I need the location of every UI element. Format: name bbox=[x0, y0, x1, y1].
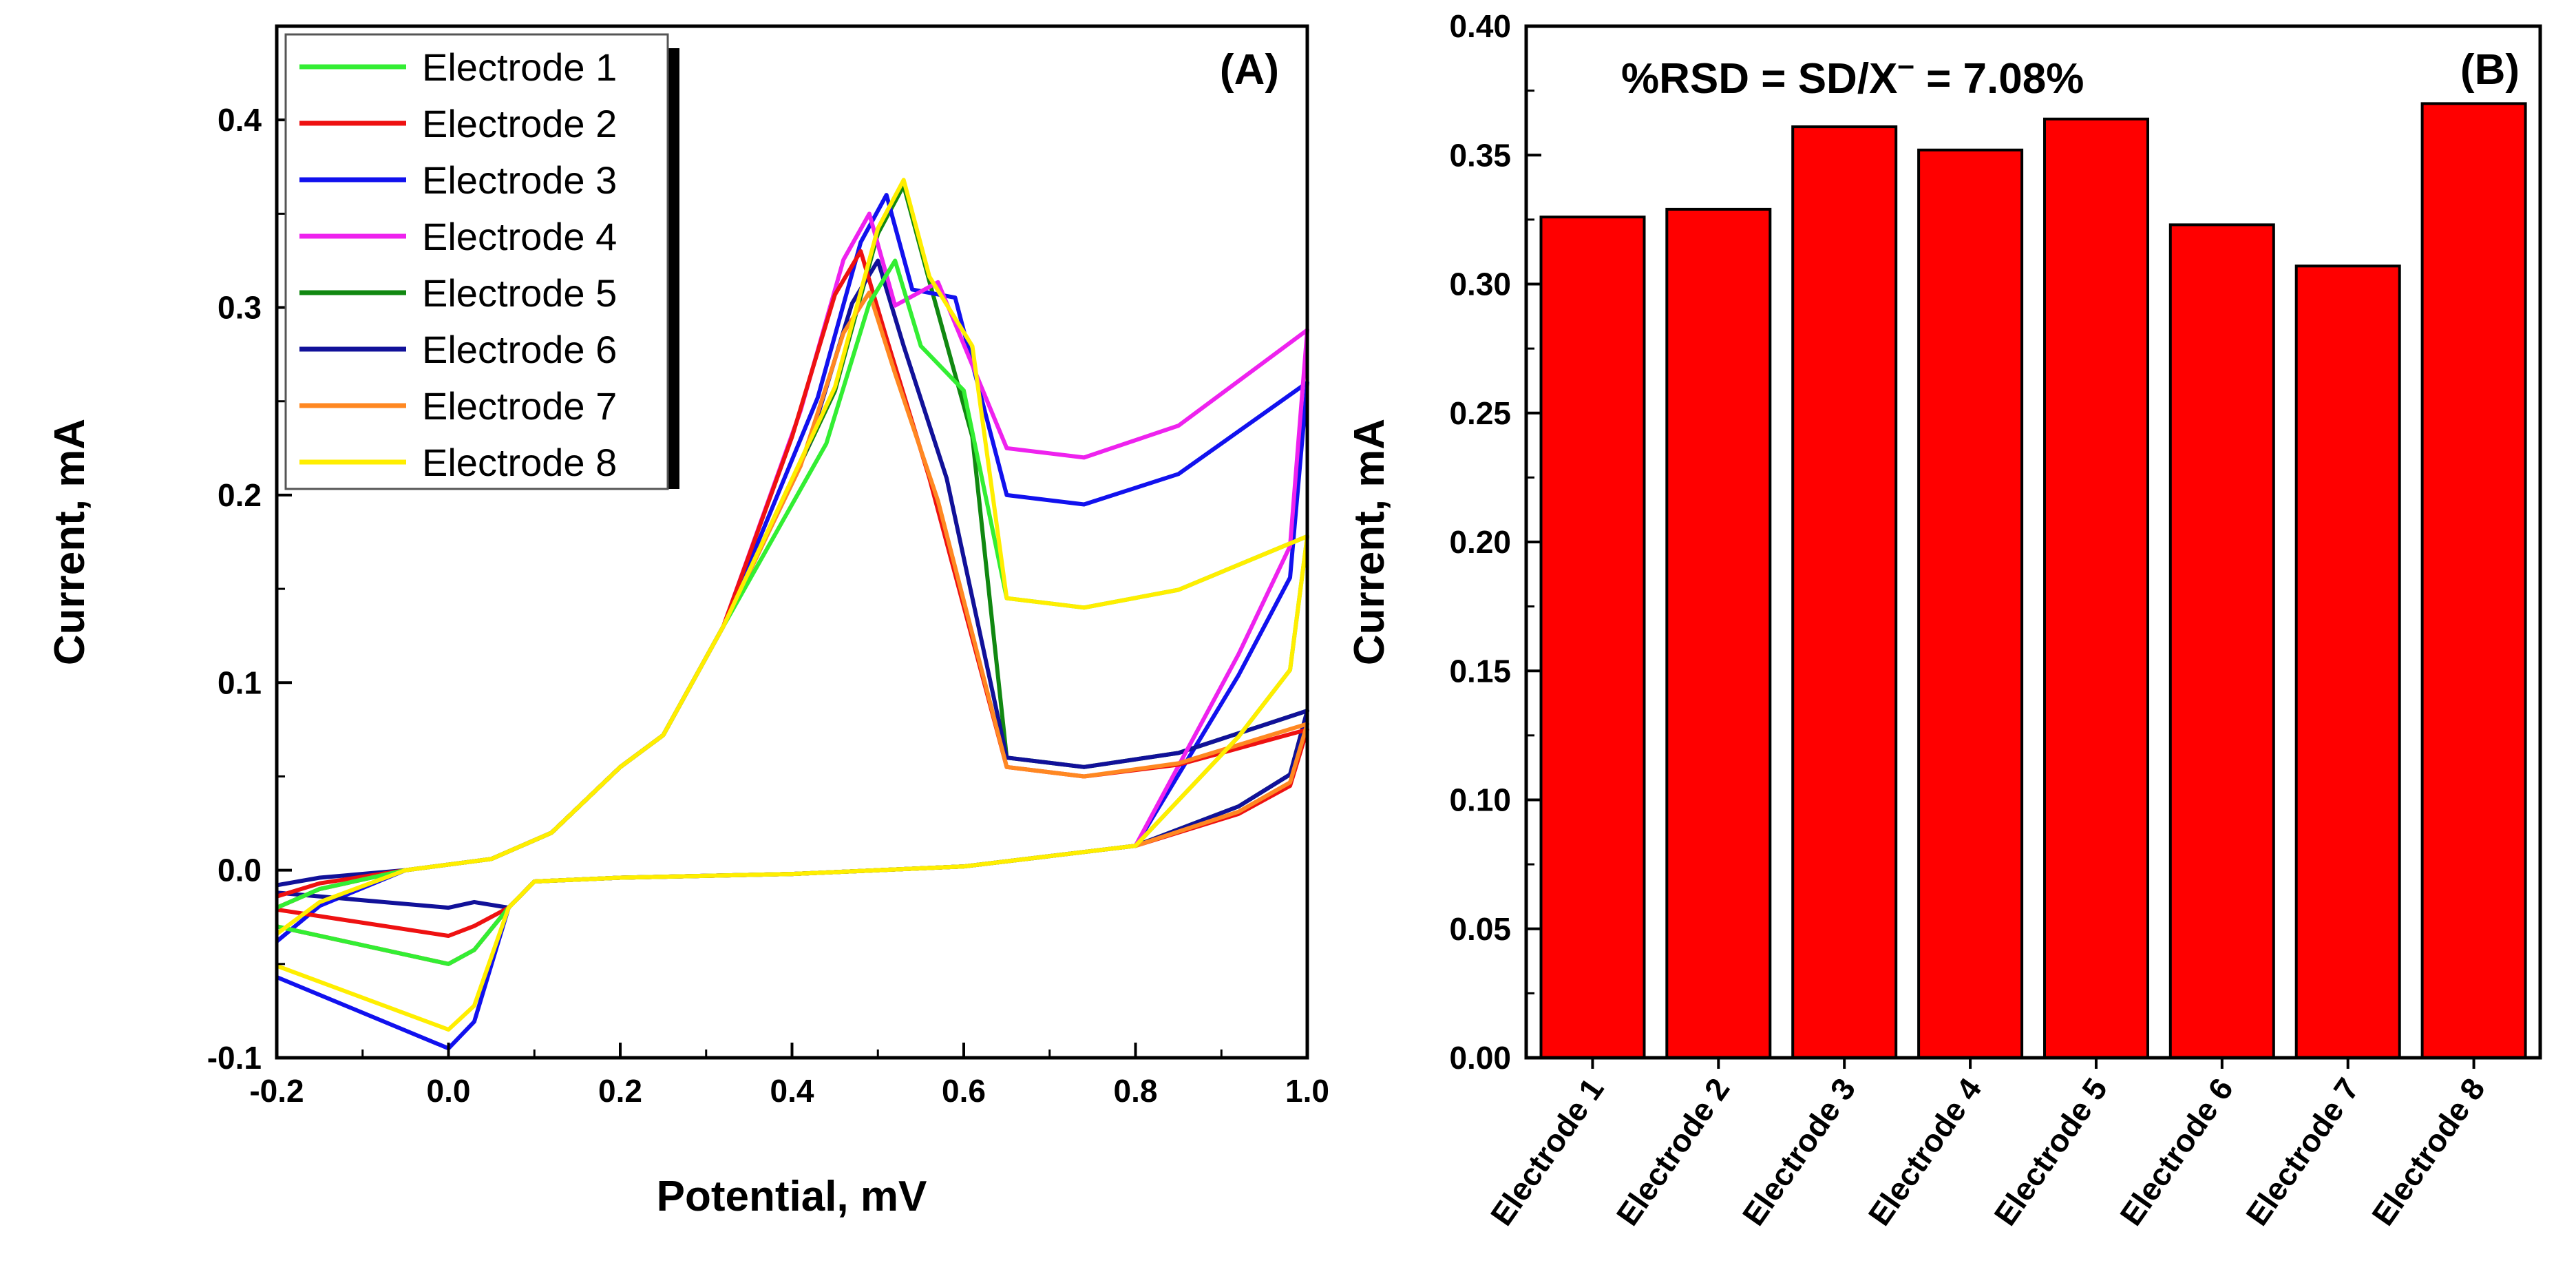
bar bbox=[2168, 223, 2275, 1059]
cv-x-tick-label: 0.8 bbox=[1114, 1073, 1158, 1109]
bar bbox=[1791, 125, 1898, 1060]
bar bbox=[1917, 148, 2024, 1059]
bar-panel-label: (B) bbox=[2460, 46, 2520, 94]
cv-y-axis-title: Current, mA bbox=[46, 419, 94, 665]
cv-y-tick-label: 0.4 bbox=[218, 102, 262, 138]
rsd-superscript: – bbox=[1897, 48, 1914, 82]
cv-y-tick-label: 0.0 bbox=[218, 853, 262, 888]
cv-legend-box bbox=[284, 33, 669, 490]
bar bbox=[1539, 216, 1646, 1060]
bar-y-tick-label: 0.35 bbox=[1449, 137, 1511, 173]
bar-category-label: Electrode 7 bbox=[2239, 1072, 2366, 1232]
bar-category-label: Electrode 1 bbox=[1484, 1072, 1611, 1232]
cv-legend-label: Electrode 1 bbox=[422, 45, 617, 89]
cv-legend-label: Electrode 2 bbox=[422, 102, 617, 145]
cv-y-tick-label: -0.1 bbox=[207, 1040, 262, 1076]
bar bbox=[2043, 117, 2149, 1059]
bar-y-tick-label: 0.40 bbox=[1449, 8, 1511, 44]
cv-x-tick-label: 0.0 bbox=[427, 1073, 471, 1109]
cv-curves bbox=[275, 178, 1309, 1051]
rsd-prefix: %RSD = SD/X bbox=[1621, 55, 1897, 103]
bar bbox=[1665, 207, 1772, 1059]
cv-legend-label: Electrode 6 bbox=[422, 328, 617, 371]
cv-y-tick-label: 0.1 bbox=[218, 665, 262, 700]
bar-y-tick-label: 0.05 bbox=[1449, 911, 1511, 947]
bar-category-label: Electrode 5 bbox=[1987, 1072, 2114, 1232]
cv-y-tick-label: 0.2 bbox=[218, 477, 262, 513]
cv-panel: -0.2 0.0 0.2 0.4 0.6 0.8 1.0 -0.1 0.0 0.1 0.2 0.3 0.… bbox=[46, 24, 1329, 1220]
bar-y-tick-label: 0.30 bbox=[1449, 267, 1511, 302]
cv-x-tick-label: 0.2 bbox=[598, 1073, 642, 1109]
bar-y-tick-label: 0.20 bbox=[1449, 524, 1511, 560]
cv-x-tick-label: -0.2 bbox=[249, 1073, 304, 1109]
bar-y-tick-label: 0.10 bbox=[1449, 782, 1511, 818]
cv-legend-label: Electrode 8 bbox=[422, 441, 617, 484]
bar-category-label: Electrode 6 bbox=[2113, 1072, 2240, 1232]
bar-y-tick-label: 0.15 bbox=[1449, 653, 1511, 689]
cv-legend: Electrode 1 Electrode 2 Electrode 3 Electro… bbox=[284, 33, 679, 490]
cv-panel-label: (A) bbox=[1220, 46, 1279, 94]
cv-legend-label: Electrode 5 bbox=[422, 271, 617, 315]
bar-y-tick-label: 0.25 bbox=[1449, 395, 1511, 431]
bar-y-axis-title: Current, mA bbox=[1346, 419, 1393, 665]
bar-rsd-annotation: %RSD = SD/X– = 7.08% bbox=[1621, 48, 2084, 103]
bar-marks bbox=[1539, 102, 2527, 1060]
cv-x-tick-label: 0.6 bbox=[942, 1073, 986, 1109]
bar-panel: 0.00 0.05 0.10 0.15 0.20 0.25 0.30 0.35 0.40 Elec… bbox=[1346, 8, 2542, 1232]
bar bbox=[2420, 102, 2527, 1059]
rsd-suffix: = 7.08% bbox=[1914, 55, 2084, 103]
bar-category-label: Electrode 2 bbox=[1609, 1072, 1737, 1232]
bar-category-label: Electrode 8 bbox=[2365, 1072, 2492, 1232]
bar-category-label: Electrode 3 bbox=[1735, 1072, 1863, 1232]
cv-y-tick-label: 0.3 bbox=[218, 290, 262, 326]
cv-series-line bbox=[275, 178, 1309, 1032]
bar bbox=[2294, 264, 2401, 1059]
cv-x-axis-title: Potential, mV bbox=[657, 1173, 927, 1220]
cv-legend-label: Electrode 4 bbox=[422, 215, 617, 258]
cv-legend-label: Electrode 3 bbox=[422, 158, 617, 202]
cv-axis-ticks: -0.2 0.0 0.2 0.4 0.6 0.8 1.0 -0.1 0.0 0.1 0.2 0.3 0.… bbox=[207, 25, 1329, 1109]
cv-legend-label: Electrode 7 bbox=[422, 384, 617, 428]
bar-category-label: Electrode 4 bbox=[1861, 1072, 1988, 1232]
bar-y-tick-label: 0.00 bbox=[1449, 1040, 1511, 1076]
cv-x-tick-label: 0.4 bbox=[770, 1073, 814, 1109]
cv-x-tick-label: 1.0 bbox=[1285, 1073, 1329, 1109]
